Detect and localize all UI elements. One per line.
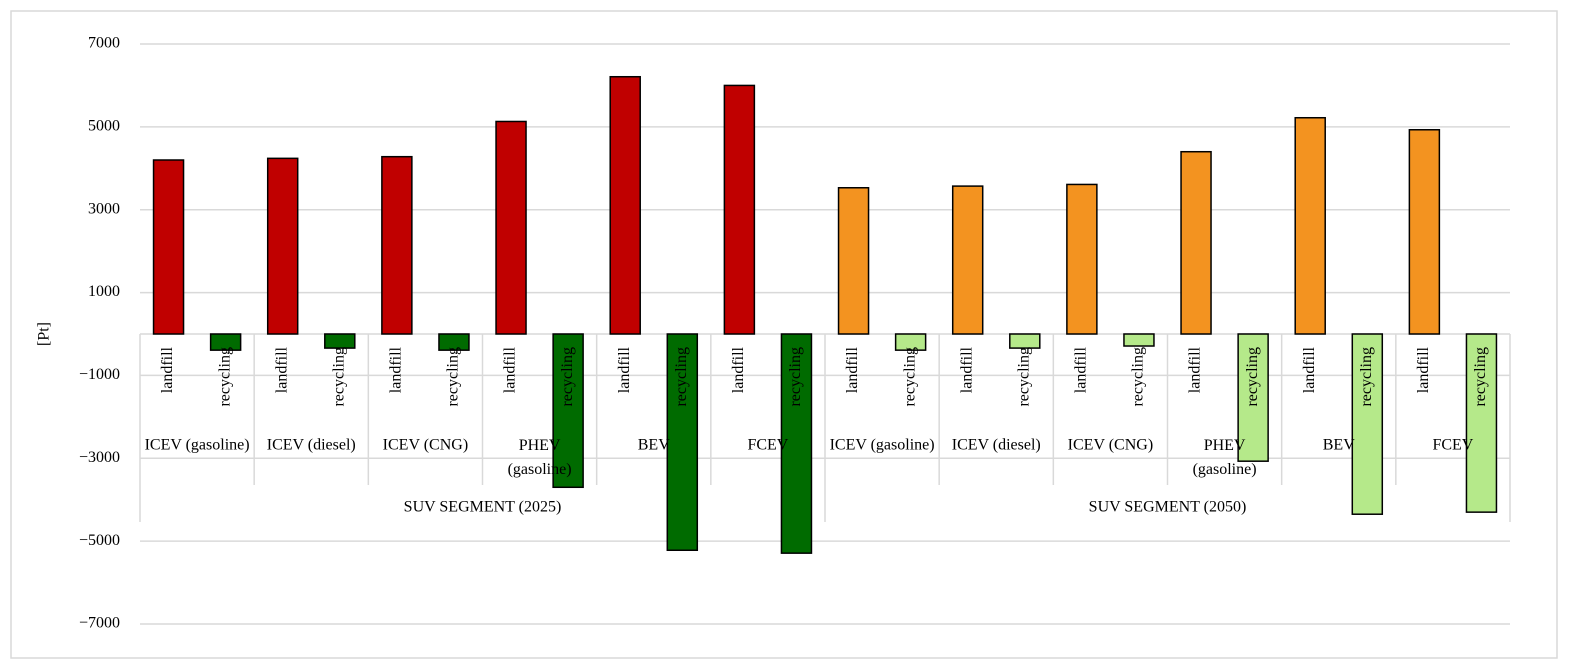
y-tick-label: −1000 (79, 366, 120, 383)
bar (152, 159, 185, 335)
bar-label: recycling (559, 347, 576, 407)
bar-label: recycling (1358, 347, 1375, 407)
bar-label: landfill (844, 346, 861, 393)
bar (495, 120, 527, 335)
y-axis-label: [Pt] (36, 322, 53, 346)
y-tick-label: −3000 (79, 449, 120, 466)
bar-label: recycling (787, 347, 804, 407)
bar-label: landfill (1073, 346, 1090, 393)
bar-label: landfill (958, 346, 975, 393)
y-tick-label: −7000 (79, 615, 120, 632)
category-label: PHEV (gasoline) (508, 437, 572, 478)
bar-label: recycling (1244, 347, 1261, 407)
category-label: ICEV (gasoline) (145, 437, 250, 454)
bar (1066, 183, 1098, 335)
bar (1123, 333, 1155, 347)
category-label: ICEV (gasoline) (830, 437, 935, 454)
bar-label: recycling (1130, 347, 1147, 407)
bar (1408, 129, 1441, 335)
group-label: SUV SEGMENT (2050) (1089, 499, 1247, 516)
bar-label: recycling (445, 347, 462, 407)
category-label: BEV (1323, 437, 1355, 454)
bar (723, 84, 756, 335)
bar (266, 157, 299, 335)
bar (780, 333, 813, 554)
bar-label: landfill (730, 346, 747, 393)
bar (837, 187, 870, 335)
bar (209, 333, 242, 351)
category-label: ICEV (diesel) (952, 437, 1041, 454)
bar (1294, 116, 1326, 335)
bar-label: recycling (1015, 347, 1032, 407)
bar-label: landfill (1187, 346, 1204, 393)
y-tick-label: 1000 (88, 283, 120, 300)
bar (324, 333, 356, 349)
bar-label: landfill (388, 346, 405, 393)
category-label: FCEV (1432, 437, 1473, 454)
bar (1465, 333, 1498, 513)
bar (1009, 333, 1041, 349)
bar-label: recycling (216, 347, 233, 407)
bar (609, 75, 641, 335)
bar (438, 333, 470, 351)
bar-label: landfill (159, 346, 176, 393)
y-tick-label: 3000 (88, 200, 120, 217)
group-label: SUV SEGMENT (2025) (404, 499, 562, 516)
bar-label: recycling (901, 347, 918, 407)
y-tick-label: 7000 (88, 35, 120, 52)
bar (894, 333, 927, 351)
bar (666, 333, 699, 552)
category-label: ICEV (diesel) (267, 437, 356, 454)
bar-label: landfill (273, 346, 290, 393)
category-label: PHEV (gasoline) (1193, 437, 1257, 478)
bar (381, 155, 413, 335)
category-label: FCEV (747, 437, 788, 454)
bar-label: recycling (330, 347, 347, 407)
bar-label: recycling (673, 347, 690, 407)
bar-label: landfill (616, 346, 633, 393)
category-label: ICEV (CNG) (1068, 437, 1153, 454)
y-tick-label: 5000 (88, 118, 120, 135)
bar (1180, 150, 1212, 335)
bar (1237, 333, 1269, 462)
y-tick-label: −5000 (79, 532, 120, 549)
bar (951, 185, 984, 335)
bar-label: landfill (1415, 346, 1432, 393)
bar (1351, 333, 1384, 515)
bar-label: landfill (502, 346, 519, 393)
bar-label: recycling (1472, 347, 1489, 407)
bar-label: landfill (1301, 346, 1318, 393)
category-label: ICEV (CNG) (383, 437, 468, 454)
category-label: BEV (638, 437, 670, 454)
bar (552, 333, 584, 489)
